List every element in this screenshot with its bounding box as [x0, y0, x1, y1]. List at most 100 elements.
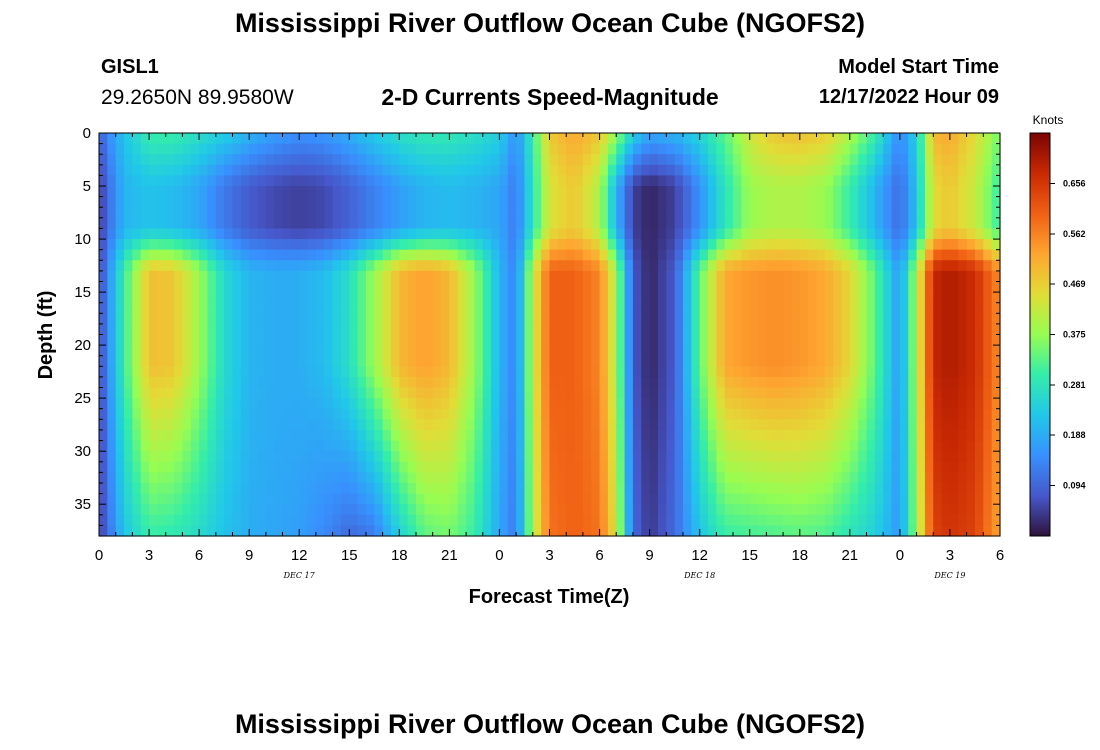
heatmap-cell	[157, 281, 167, 293]
heatmap-cell	[557, 345, 567, 357]
heatmap-cell	[274, 239, 284, 251]
heatmap-cell	[457, 249, 467, 261]
heatmap-cell	[632, 313, 642, 325]
heatmap-cell	[924, 270, 934, 283]
heatmap-cell	[416, 525, 425, 537]
heatmap-cell	[215, 493, 225, 505]
heatmap-cell	[132, 217, 142, 230]
heatmap-cell	[632, 323, 642, 336]
heatmap-cell	[157, 440, 167, 452]
heatmap-cell	[349, 355, 359, 367]
heatmap-cell	[574, 228, 584, 240]
heatmap-cell	[340, 133, 350, 145]
heatmap-cell	[699, 355, 709, 367]
heatmap-cell	[390, 186, 400, 198]
heatmap-cell	[499, 514, 509, 526]
heatmap-cell	[424, 175, 434, 187]
heatmap-cell	[682, 207, 692, 219]
heatmap-cell	[457, 133, 467, 145]
heatmap-cell	[140, 260, 150, 272]
heatmap-cell	[691, 419, 701, 431]
heatmap-cell	[332, 196, 342, 208]
heatmap-cell	[491, 292, 501, 304]
heatmap-cell	[324, 186, 334, 198]
heatmap-cell	[916, 270, 926, 283]
heatmap-cell	[849, 525, 859, 537]
heatmap-cell	[99, 429, 108, 442]
heatmap-cell	[99, 398, 108, 410]
heatmap-cell	[591, 451, 601, 463]
heatmap-cell	[466, 323, 476, 336]
heatmap-cell	[724, 302, 734, 314]
heatmap-cell	[382, 525, 392, 537]
heatmap-cell	[115, 440, 125, 452]
heatmap-cell	[649, 292, 659, 304]
heatmap-cell	[140, 493, 150, 505]
heatmap-cell	[949, 196, 959, 208]
heatmap-cell	[691, 143, 701, 155]
heatmap-cell	[749, 376, 759, 389]
heatmap-cell	[224, 186, 234, 198]
heatmap-cell	[716, 133, 726, 145]
heatmap-cell	[340, 419, 350, 431]
heatmap-cell	[407, 482, 417, 495]
heatmap-cell	[157, 504, 167, 516]
heatmap-cell	[816, 207, 826, 219]
heatmap-cell	[791, 451, 801, 463]
heatmap-cell	[491, 302, 501, 314]
heatmap-cell	[416, 143, 425, 155]
heatmap-cell	[674, 398, 684, 410]
heatmap-cell	[265, 440, 275, 452]
heatmap-cell	[432, 398, 442, 410]
heatmap-cell	[349, 323, 359, 336]
heatmap-cell	[716, 429, 726, 442]
heatmap-cell	[407, 376, 417, 389]
heatmap-cell	[132, 504, 142, 516]
heatmap-cell	[574, 504, 584, 516]
heatmap-cell	[491, 207, 501, 219]
heatmap-cell	[474, 292, 484, 304]
heatmap-cell	[941, 366, 951, 378]
heatmap-cell	[149, 313, 158, 325]
heatmap-cell	[466, 355, 476, 367]
heatmap-cell	[532, 355, 542, 367]
heatmap-cell	[791, 472, 801, 484]
heatmap-cell	[607, 323, 617, 336]
heatmap-cell	[299, 461, 309, 473]
heatmap-cell	[365, 366, 375, 378]
heatmap-cell	[916, 323, 926, 336]
heatmap-cell	[432, 133, 442, 145]
heatmap-cell	[107, 292, 117, 304]
heatmap-cell	[491, 493, 501, 505]
heatmap-cell	[758, 472, 767, 484]
heatmap-cell	[816, 419, 826, 431]
heatmap-cell	[416, 313, 425, 325]
heatmap-cell	[866, 387, 876, 399]
heatmap-cell	[766, 461, 776, 473]
heatmap-cell	[991, 440, 1001, 452]
heatmap-cell	[749, 355, 759, 367]
x-tick-label: 6	[195, 547, 203, 564]
heatmap-cell	[507, 207, 517, 219]
heatmap-cell	[466, 281, 476, 293]
heatmap-cell	[574, 281, 584, 293]
heatmap-cell	[674, 514, 684, 526]
heatmap-cell	[808, 345, 818, 357]
heatmap-cell	[632, 345, 642, 357]
heatmap-cell	[949, 493, 959, 505]
heatmap-cell	[616, 239, 626, 251]
heatmap-cell	[799, 419, 809, 431]
heatmap-cell	[724, 228, 734, 240]
heatmap-cell	[624, 334, 634, 346]
heatmap-cell	[958, 217, 968, 230]
heatmap-cell	[624, 281, 634, 293]
heatmap-cell	[741, 154, 751, 166]
heatmap-cell	[499, 366, 509, 378]
heatmap-cell	[240, 482, 250, 495]
heatmap-cell	[574, 270, 584, 283]
heatmap-cell	[174, 376, 184, 389]
heatmap-cell	[891, 493, 901, 505]
heatmap-cell	[716, 143, 726, 155]
heatmap-cell	[491, 408, 501, 420]
